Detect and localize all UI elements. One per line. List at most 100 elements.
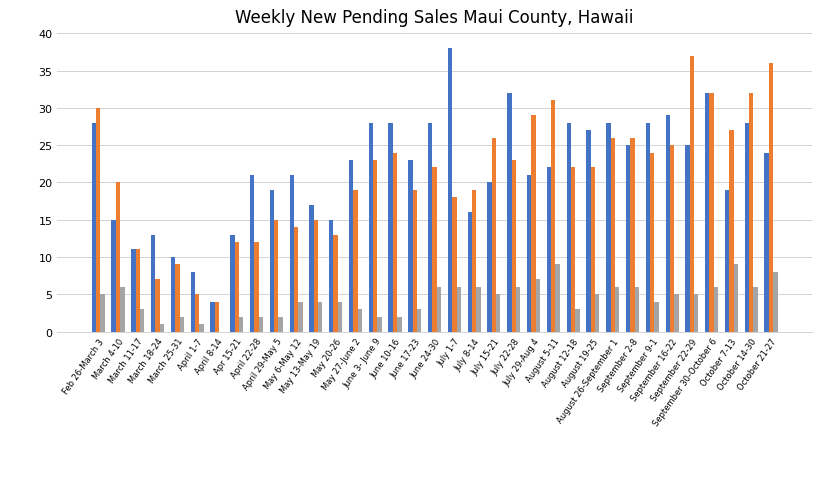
Bar	[293, 227, 298, 332]
Bar	[753, 287, 757, 332]
Bar	[135, 250, 140, 332]
Bar	[486, 183, 491, 332]
Bar	[605, 123, 610, 332]
Bar	[685, 146, 689, 332]
Bar	[298, 302, 302, 332]
Title: Weekly New Pending Sales Maui County, Hawaii: Weekly New Pending Sales Maui County, Ha…	[235, 9, 633, 27]
Bar	[451, 198, 456, 332]
Bar	[625, 146, 630, 332]
Bar	[408, 161, 412, 332]
Bar	[115, 183, 120, 332]
Bar	[476, 287, 480, 332]
Bar	[447, 49, 451, 332]
Bar	[570, 168, 575, 332]
Bar	[210, 302, 215, 332]
Bar	[357, 309, 361, 332]
Bar	[728, 131, 733, 332]
Bar	[131, 250, 135, 332]
Bar	[373, 161, 377, 332]
Bar	[170, 258, 175, 332]
Bar	[100, 295, 105, 332]
Bar	[590, 168, 595, 332]
Bar	[654, 302, 658, 332]
Bar	[673, 295, 678, 332]
Bar	[140, 309, 144, 332]
Bar	[175, 265, 179, 332]
Bar	[250, 176, 254, 332]
Bar	[554, 265, 559, 332]
Bar	[156, 280, 160, 332]
Bar	[693, 295, 698, 332]
Bar	[614, 287, 618, 332]
Bar	[645, 123, 649, 332]
Bar	[704, 94, 708, 332]
Bar	[428, 123, 432, 332]
Bar	[610, 139, 614, 332]
Bar	[160, 325, 164, 332]
Bar	[634, 287, 638, 332]
Bar	[669, 146, 673, 332]
Bar	[318, 302, 322, 332]
Bar	[665, 116, 669, 332]
Bar	[733, 265, 737, 332]
Bar	[412, 190, 417, 332]
Bar	[531, 116, 535, 332]
Bar	[495, 295, 500, 332]
Bar	[575, 309, 579, 332]
Bar	[333, 235, 337, 332]
Bar	[417, 309, 421, 332]
Bar	[507, 94, 511, 332]
Bar	[190, 272, 195, 332]
Bar	[388, 123, 392, 332]
Bar	[238, 317, 243, 332]
Bar	[763, 153, 768, 332]
Bar	[566, 123, 570, 332]
Bar	[768, 64, 772, 332]
Bar	[630, 139, 634, 332]
Bar	[199, 325, 203, 332]
Bar	[92, 123, 96, 332]
Bar	[396, 317, 401, 332]
Bar	[527, 176, 531, 332]
Bar	[278, 317, 283, 332]
Bar	[432, 168, 437, 332]
Bar	[649, 153, 654, 332]
Bar	[511, 161, 515, 332]
Bar	[491, 139, 495, 332]
Bar	[111, 220, 115, 332]
Bar	[96, 108, 100, 332]
Bar	[472, 190, 476, 332]
Bar	[234, 243, 238, 332]
Bar	[353, 190, 357, 332]
Bar	[195, 295, 199, 332]
Bar	[269, 190, 274, 332]
Bar	[467, 213, 472, 332]
Bar	[274, 220, 278, 332]
Bar	[179, 317, 183, 332]
Bar	[586, 131, 590, 332]
Bar	[151, 235, 156, 332]
Bar	[392, 153, 396, 332]
Bar	[437, 287, 441, 332]
Bar	[748, 94, 753, 332]
Bar	[314, 220, 318, 332]
Bar	[515, 287, 519, 332]
Bar	[215, 302, 219, 332]
Bar	[772, 272, 776, 332]
Bar	[369, 123, 373, 332]
Bar	[456, 287, 460, 332]
Bar	[289, 176, 293, 332]
Bar	[535, 280, 540, 332]
Bar	[708, 94, 713, 332]
Bar	[550, 101, 554, 332]
Bar	[724, 190, 728, 332]
Bar	[595, 295, 599, 332]
Bar	[258, 317, 263, 332]
Bar	[744, 123, 748, 332]
Bar	[349, 161, 353, 332]
Bar	[309, 205, 314, 332]
Bar	[689, 57, 693, 332]
Bar	[120, 287, 124, 332]
Bar	[230, 235, 234, 332]
Bar	[546, 168, 550, 332]
